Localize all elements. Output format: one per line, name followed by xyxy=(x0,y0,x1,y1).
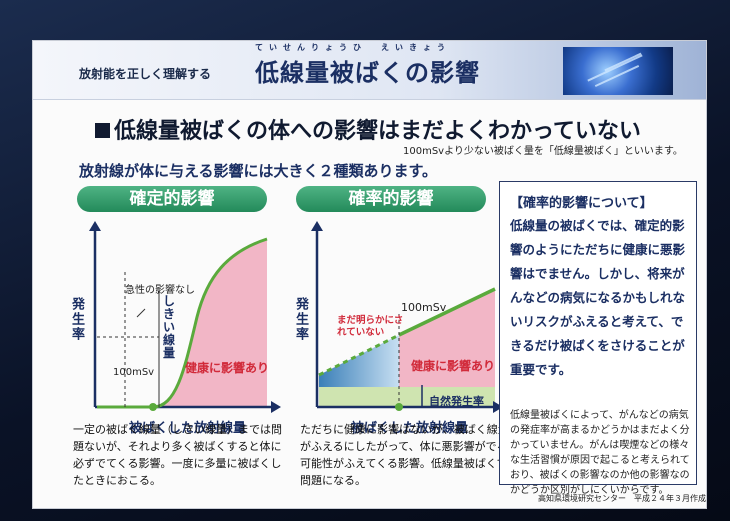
probabilistic-line xyxy=(398,287,496,337)
deterministic-y-arrow xyxy=(89,221,101,231)
deterministic-dose-mark: 100mSv xyxy=(113,367,155,378)
probabilistic-dose-mark: 100mSv xyxy=(401,301,447,314)
deterministic-x-label: 被ばくした放射線量 xyxy=(129,421,247,436)
probabilistic-unknown-zone xyxy=(319,335,399,387)
probabilistic-unclear-label: まだ明らかにされていない xyxy=(337,315,404,338)
deterministic-health-zone xyxy=(155,239,267,407)
headline: 低線量被ばくの体への影響はまだよくわかっていない xyxy=(95,113,641,145)
poster-subject: 放射能を正しく理解する xyxy=(79,67,212,81)
header-radiation-image xyxy=(563,47,673,95)
deterministic-chart-svg xyxy=(89,221,281,413)
deterministic-x-arrow xyxy=(271,401,281,413)
probabilistic-natural-zone xyxy=(319,387,495,407)
deterministic-chart: 発生率 急性の影響なし しきい線量 100mSv 健康に影響あり 被ばくした放射… xyxy=(67,217,287,436)
side-box-note: 低線量被ばくによって、がんなどの病気の発症率が高まるかどうかはまだよく分かってい… xyxy=(510,410,690,496)
poster-title-text: 低線量被ばくの影響 xyxy=(255,59,480,87)
side-box-title: 【確率的影響について】 xyxy=(510,196,653,211)
probabilistic-health-label: 健康に影響あり xyxy=(411,359,496,373)
headline-note: 100mSvより少ない被ばく量を「低線量被ばく」といいます。 xyxy=(403,146,683,157)
intro-text: 放射線が体に与える影響には大きく２種類あります。 xyxy=(79,162,438,180)
deterministic-threshold-label: しきい線量 xyxy=(163,294,176,360)
probabilistic-health-zone xyxy=(399,289,495,387)
poster-title-ruby: ていせんりょうひ えいきょう xyxy=(255,43,451,52)
deterministic-title: 確定的影響 xyxy=(77,186,267,212)
probabilistic-extrapolated-line xyxy=(318,333,400,377)
deterministic-description: 一定の被ばく線量（しきい線量）までは問題ないが、それより多く被ばくすると体に必ず… xyxy=(73,423,282,487)
probabilistic-chart: 発生率 まだ xyxy=(289,217,509,436)
probabilistic-x-label: 被ばくした放射線量 xyxy=(351,421,469,436)
deterministic-y-label: 発生率 xyxy=(69,297,84,342)
probabilistic-y-arrow xyxy=(311,221,323,231)
probabilistic-note-box: 【確率的影響について】 低線量の被ばくでは、確定的影響のようにただちに健康に悪影… xyxy=(499,181,697,496)
credit-text: 高知県環境研究センター 平成２４年３月作成 xyxy=(538,494,706,503)
deterministic-start-point xyxy=(149,403,157,411)
probabilistic-y-label: 発生率 xyxy=(293,297,308,342)
poster: 放射能を正しく理解する ていせんりょうひ えいきょう 低線量被ばくの影響 低線量… xyxy=(32,40,707,509)
probabilistic-chart-svg xyxy=(311,221,503,413)
probabilistic-description: ただちに健康に影響はないが、被ばく線量がふえるにしたがって、体に悪影響がでる可能… xyxy=(300,423,509,487)
deterministic-health-label: 健康に影響あり xyxy=(185,361,270,375)
probabilistic-title: 確率的影響 xyxy=(296,186,486,212)
deterministic-no-sudden: 急性の影響なし xyxy=(125,285,195,296)
side-box-body: 低線量の被ばくでは、確定的影響のようにただちに健康に悪影響はでません。しかし、将… xyxy=(510,218,686,377)
deterministic-no-sudden-arrow xyxy=(136,308,146,318)
probabilistic-x-arrow xyxy=(493,401,503,413)
headline-square-icon xyxy=(95,123,110,138)
headline-text: 低線量被ばくの体への影響はまだよくわかっていない xyxy=(114,119,641,144)
probabilistic-100msv-point xyxy=(395,403,403,411)
probabilistic-natural-label: 自然発生率 xyxy=(429,395,484,408)
poster-title: ていせんりょうひ えいきょう 低線量被ばくの影響 xyxy=(255,43,480,88)
poster-header: 放射能を正しく理解する ていせんりょうひ えいきょう 低線量被ばくの影響 xyxy=(33,41,706,100)
deterministic-curve xyxy=(97,237,268,409)
